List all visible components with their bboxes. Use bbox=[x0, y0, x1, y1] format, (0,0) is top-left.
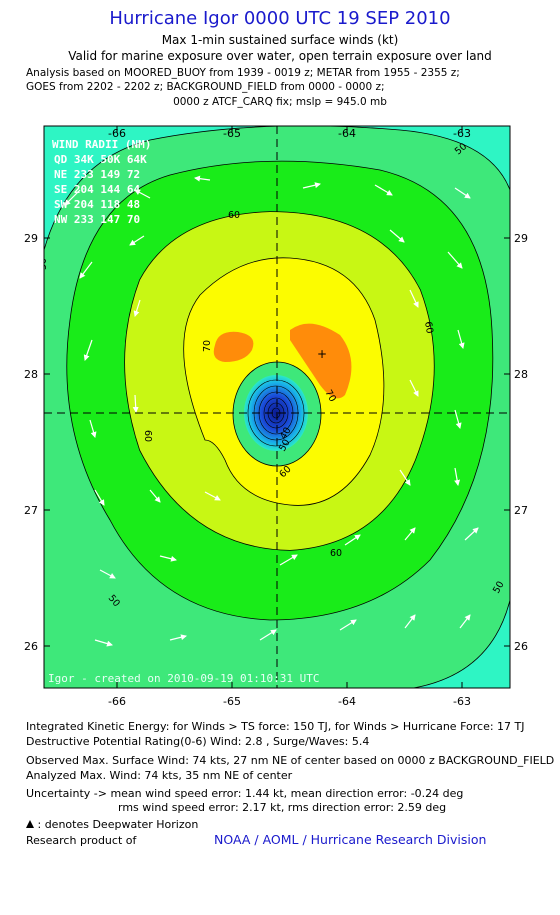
contour-label: 60 bbox=[330, 548, 342, 559]
wind-radii-header: QD 34K 50K 64K bbox=[54, 153, 147, 166]
deepwater-icon bbox=[26, 820, 34, 828]
wind-arrow bbox=[302, 182, 321, 189]
wind-arrow bbox=[133, 299, 141, 317]
wind-arrow bbox=[389, 229, 405, 243]
wind-arrow bbox=[404, 614, 416, 629]
contour-label: 70 bbox=[322, 388, 338, 404]
wind-arrow bbox=[89, 419, 97, 438]
x-tick-bottom-4: -63 bbox=[453, 695, 471, 708]
axis-ticks bbox=[44, 126, 510, 688]
wind-arrow bbox=[259, 629, 277, 641]
wind-arrow bbox=[457, 329, 465, 349]
wind-max-orange-west bbox=[213, 331, 254, 362]
wind-arrow bbox=[159, 555, 177, 562]
deepwater-label: : denotes Deepwater Horizon bbox=[37, 818, 199, 831]
y-tick-left-2: 28 bbox=[24, 368, 38, 381]
analysis-line-3: 0000 z ATCF_CARQ fix; mslp = 945.0 mb bbox=[173, 96, 387, 108]
deepwater-legend: : denotes Deepwater Horizon bbox=[26, 818, 198, 831]
contour-label: 70 bbox=[202, 340, 213, 352]
wind-arrow bbox=[99, 569, 116, 579]
wind-arrow bbox=[204, 491, 221, 501]
wind-arrow bbox=[169, 634, 187, 641]
wind-arrow bbox=[194, 175, 211, 182]
wind-arrow bbox=[409, 289, 419, 308]
wind-radii-ne: NE 233 149 72 bbox=[54, 168, 140, 181]
wind-radii-sw: SW 204 118 48 bbox=[54, 198, 140, 211]
creation-note: Igor - created on 2010-09-19 01:10:31 UT… bbox=[48, 672, 320, 685]
contour-label: 50 bbox=[38, 258, 49, 270]
wind-arrow bbox=[149, 489, 161, 503]
dpr-line: Destructive Potential Rating(0-6) Wind: … bbox=[26, 735, 370, 748]
y-tick-right-4: 26 bbox=[514, 640, 528, 653]
wind-arrow bbox=[404, 527, 416, 541]
max-wind-marker: + bbox=[317, 347, 327, 361]
wind-arrow bbox=[339, 619, 357, 631]
x-tick-bottom-1: -66 bbox=[108, 695, 126, 708]
x-tick-bottom-2: -65 bbox=[223, 695, 241, 708]
wind-radii-title: WIND RADII (NM) bbox=[52, 138, 151, 151]
wind-radii-table: WIND RADII (NM) QD 34K 50K 64K NE 233 14… bbox=[52, 138, 151, 226]
research-label: Research product of bbox=[26, 834, 137, 847]
ike-line: Integrated Kinetic Energy: for Winds > T… bbox=[26, 720, 525, 733]
wind-radii-nw: NW 233 147 70 bbox=[54, 213, 140, 226]
subtitle-exposure: Valid for marine exposure over water, op… bbox=[68, 49, 492, 63]
contour-label: 60 bbox=[142, 430, 153, 442]
analyzed-line: Analyzed Max. Wind: 74 kts, 35 nm NE of … bbox=[26, 769, 293, 782]
contour-label: 60 bbox=[422, 321, 435, 335]
x-tick-top-3: -64 bbox=[338, 127, 356, 140]
observed-line: Observed Max. Surface Wind: 74 kts, 27 n… bbox=[26, 754, 555, 767]
wind-arrow bbox=[459, 614, 471, 629]
wind-arrow bbox=[132, 394, 139, 413]
wind-arrow bbox=[447, 251, 463, 269]
wind-arrow bbox=[94, 489, 105, 506]
y-tick-left-3: 27 bbox=[24, 504, 38, 517]
analysis-line-2: GOES from 2202 - 2202 z; BACKGROUND_FIEL… bbox=[26, 81, 385, 93]
contour-label: 60 bbox=[228, 210, 240, 221]
plot-frame bbox=[43, 125, 511, 689]
page-title: Hurricane Igor 0000 UTC 19 SEP 2010 bbox=[109, 8, 451, 29]
x-tick-bottom-3: -64 bbox=[338, 695, 356, 708]
wind-arrow bbox=[374, 184, 393, 196]
wind-radii-se: SE 204 144 64 bbox=[54, 183, 140, 196]
analysis-line-1: Analysis based on MOORED_BUOY from 1939 … bbox=[26, 67, 460, 79]
subtitle-wind-type: Max 1-min sustained surface winds (kt) bbox=[161, 33, 399, 47]
wind-arrow bbox=[344, 534, 361, 546]
y-tick-right-1: 29 bbox=[514, 232, 528, 245]
y-tick-left-1: 29 bbox=[24, 232, 38, 245]
wind-arrow bbox=[454, 187, 471, 199]
y-tick-right-3: 27 bbox=[514, 504, 528, 517]
contour-label: 40 bbox=[278, 426, 294, 442]
wind-arrow bbox=[79, 261, 93, 279]
wind-arrow bbox=[94, 639, 113, 647]
uncertainty-line-1: Uncertainty -> mean wind speed error: 1.… bbox=[26, 787, 464, 800]
contour-label: 50 bbox=[491, 580, 507, 596]
y-tick-right-2: 28 bbox=[514, 368, 528, 381]
y-tick-left-4: 26 bbox=[24, 640, 38, 653]
wind-arrow bbox=[399, 469, 411, 486]
wind-arrow bbox=[454, 409, 462, 429]
wind-vectors bbox=[64, 175, 479, 647]
org-link[interactable]: NOAA / AOML / Hurricane Research Divisio… bbox=[214, 832, 487, 847]
wind-arrow bbox=[83, 339, 93, 361]
contour-label: 50 bbox=[277, 438, 293, 454]
wind-max-orange-east bbox=[290, 323, 352, 399]
wind-arrow bbox=[129, 235, 145, 246]
wind-arrow bbox=[454, 467, 461, 486]
uncertainty-line-2: rms wind speed error: 2.17 kt, rms direc… bbox=[118, 801, 447, 814]
wind-arrow bbox=[64, 189, 81, 206]
wind-arrow bbox=[134, 189, 151, 199]
x-tick-top-1: -66 bbox=[108, 127, 126, 140]
x-tick-top-2: -65 bbox=[223, 127, 241, 140]
wind-arrow bbox=[464, 527, 479, 541]
x-tick-top-4: -63 bbox=[453, 127, 471, 140]
wind-arrow bbox=[409, 379, 419, 397]
wind-arrow bbox=[279, 554, 298, 566]
